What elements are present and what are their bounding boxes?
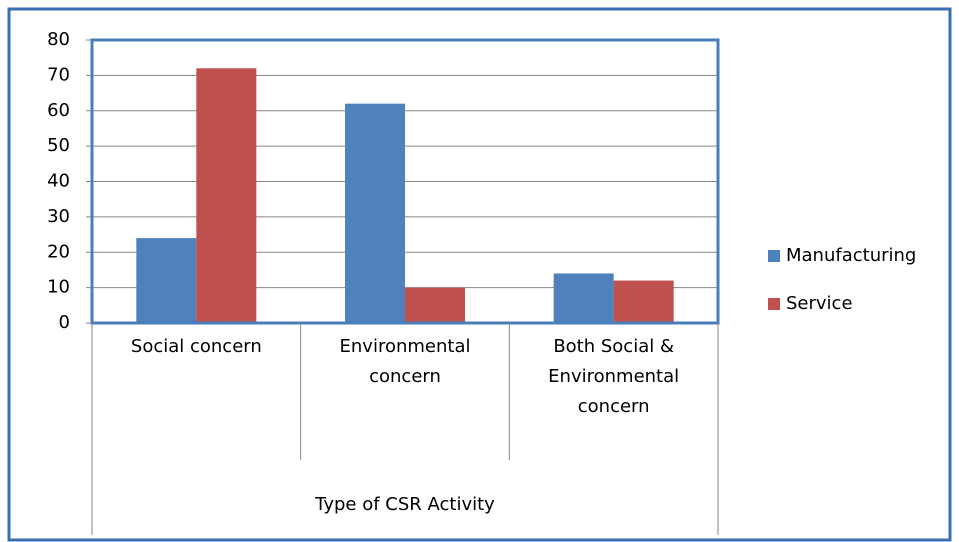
- y-tick-label: 10: [47, 277, 70, 298]
- legend-label: Manufacturing: [786, 245, 916, 266]
- bar: [553, 273, 614, 323]
- x-tick-label: Social concern: [130, 336, 262, 357]
- bar: [345, 103, 405, 323]
- legend-swatch: [768, 298, 780, 310]
- bar: [136, 238, 197, 323]
- chart-border: [7, 7, 952, 542]
- bar: [613, 280, 674, 323]
- plot-border: [90, 38, 720, 325]
- y-tick-label: 0: [59, 312, 70, 333]
- legend-label: Service: [786, 293, 853, 314]
- x-tick-label: Environmental concern: [339, 336, 471, 387]
- y-tick-label: 50: [47, 135, 70, 156]
- legend-swatch: [768, 250, 780, 262]
- bar: [405, 287, 465, 323]
- y-tick-label: 40: [47, 171, 70, 192]
- y-tick-label: 20: [47, 241, 70, 262]
- y-tick-label: 70: [47, 64, 70, 85]
- y-tick-label: 30: [47, 206, 70, 227]
- x-tick-label: Both Social & Environmental concern: [548, 336, 680, 417]
- y-tick-label: 60: [47, 100, 70, 121]
- y-tick-label: 80: [47, 29, 70, 50]
- bar: [196, 68, 257, 323]
- x-axis-title: Type of CSR Activity: [314, 494, 495, 515]
